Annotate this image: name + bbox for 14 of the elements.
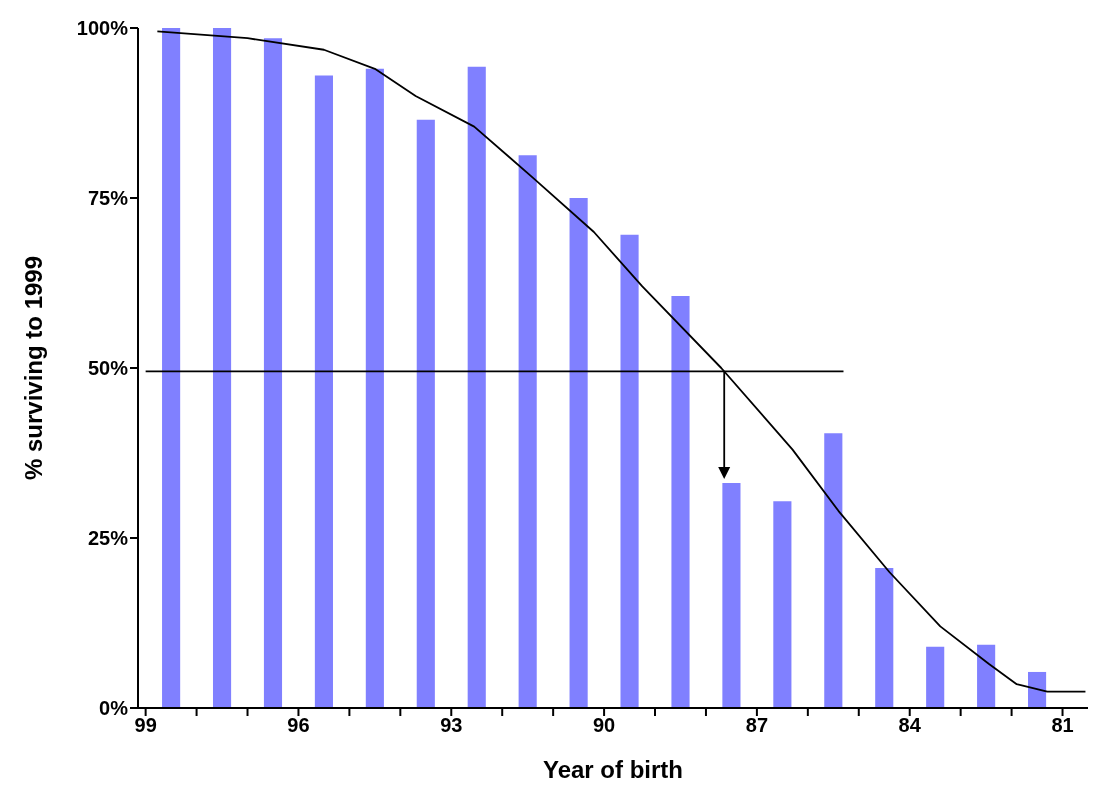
x-tick-label: 96 bbox=[287, 714, 310, 737]
y-axis-title: % surviving to 1999 bbox=[19, 255, 47, 481]
y-tick-label: 50% bbox=[87, 357, 129, 380]
x-tick-label: 87 bbox=[745, 714, 769, 737]
x-tick-label: 90 bbox=[592, 714, 616, 737]
x-tick-label: 81 bbox=[1051, 714, 1074, 737]
y-tick-label: 25% bbox=[87, 527, 129, 550]
x-axis-title: Year of birth bbox=[542, 756, 684, 783]
x-tick-label: 99 bbox=[134, 714, 157, 737]
y-tick-label: 75% bbox=[87, 187, 129, 210]
y-tick-label: 0% bbox=[99, 697, 129, 720]
y-tick-label: 100% bbox=[76, 17, 129, 40]
x-tick-label: 84 bbox=[898, 714, 922, 737]
x-tick-label: 93 bbox=[440, 714, 463, 737]
